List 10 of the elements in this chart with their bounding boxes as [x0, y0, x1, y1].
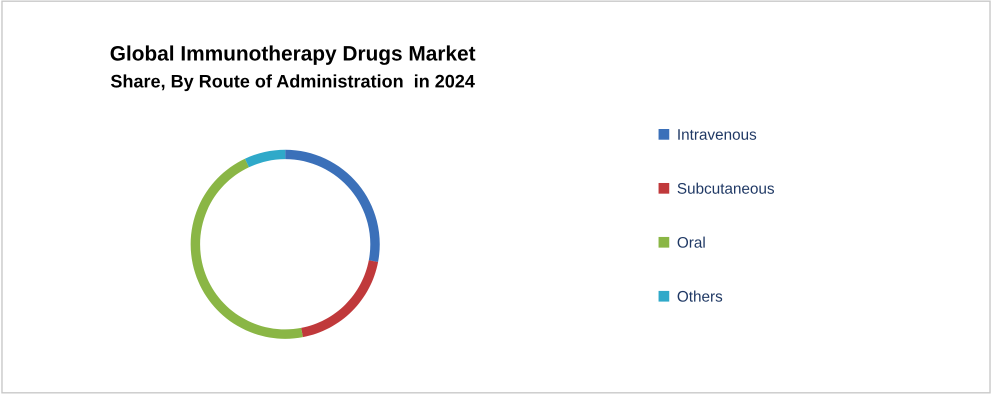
chart-subtitle: Share, By Route of Administration in 2024	[110, 74, 475, 92]
donut-slice	[301, 260, 378, 338]
donut-slice	[190, 158, 303, 339]
legend-label: Intravenous	[678, 129, 756, 140]
chart-title: Global Immunotherapy Drugs Market	[110, 45, 476, 65]
legend-label: Subcutaneous	[678, 182, 774, 194]
donut-slice	[244, 150, 286, 168]
donut-slice	[285, 150, 380, 262]
legend-label: Oral	[678, 236, 705, 248]
legend-label: Others	[678, 290, 722, 302]
